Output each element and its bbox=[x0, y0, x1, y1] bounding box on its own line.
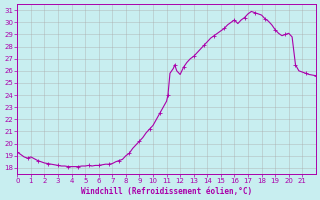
X-axis label: Windchill (Refroidissement éolien,°C): Windchill (Refroidissement éolien,°C) bbox=[81, 187, 252, 196]
